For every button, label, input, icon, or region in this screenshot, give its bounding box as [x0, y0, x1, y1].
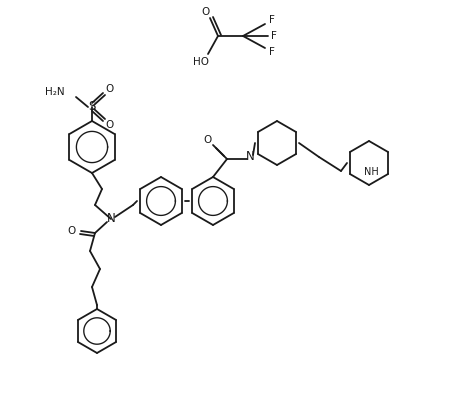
Text: HO: HO	[193, 57, 209, 67]
Text: O: O	[68, 226, 76, 236]
Text: F: F	[271, 31, 277, 41]
Text: O: O	[204, 135, 212, 145]
Text: O: O	[106, 120, 114, 130]
Text: N: N	[106, 213, 116, 225]
Text: H₂N: H₂N	[45, 87, 65, 97]
Text: S: S	[88, 100, 96, 114]
Text: F: F	[269, 15, 275, 25]
Text: NH: NH	[364, 167, 378, 177]
Text: O: O	[201, 7, 209, 17]
Text: O: O	[106, 84, 114, 94]
Text: F: F	[269, 47, 275, 57]
Text: N: N	[246, 150, 255, 162]
